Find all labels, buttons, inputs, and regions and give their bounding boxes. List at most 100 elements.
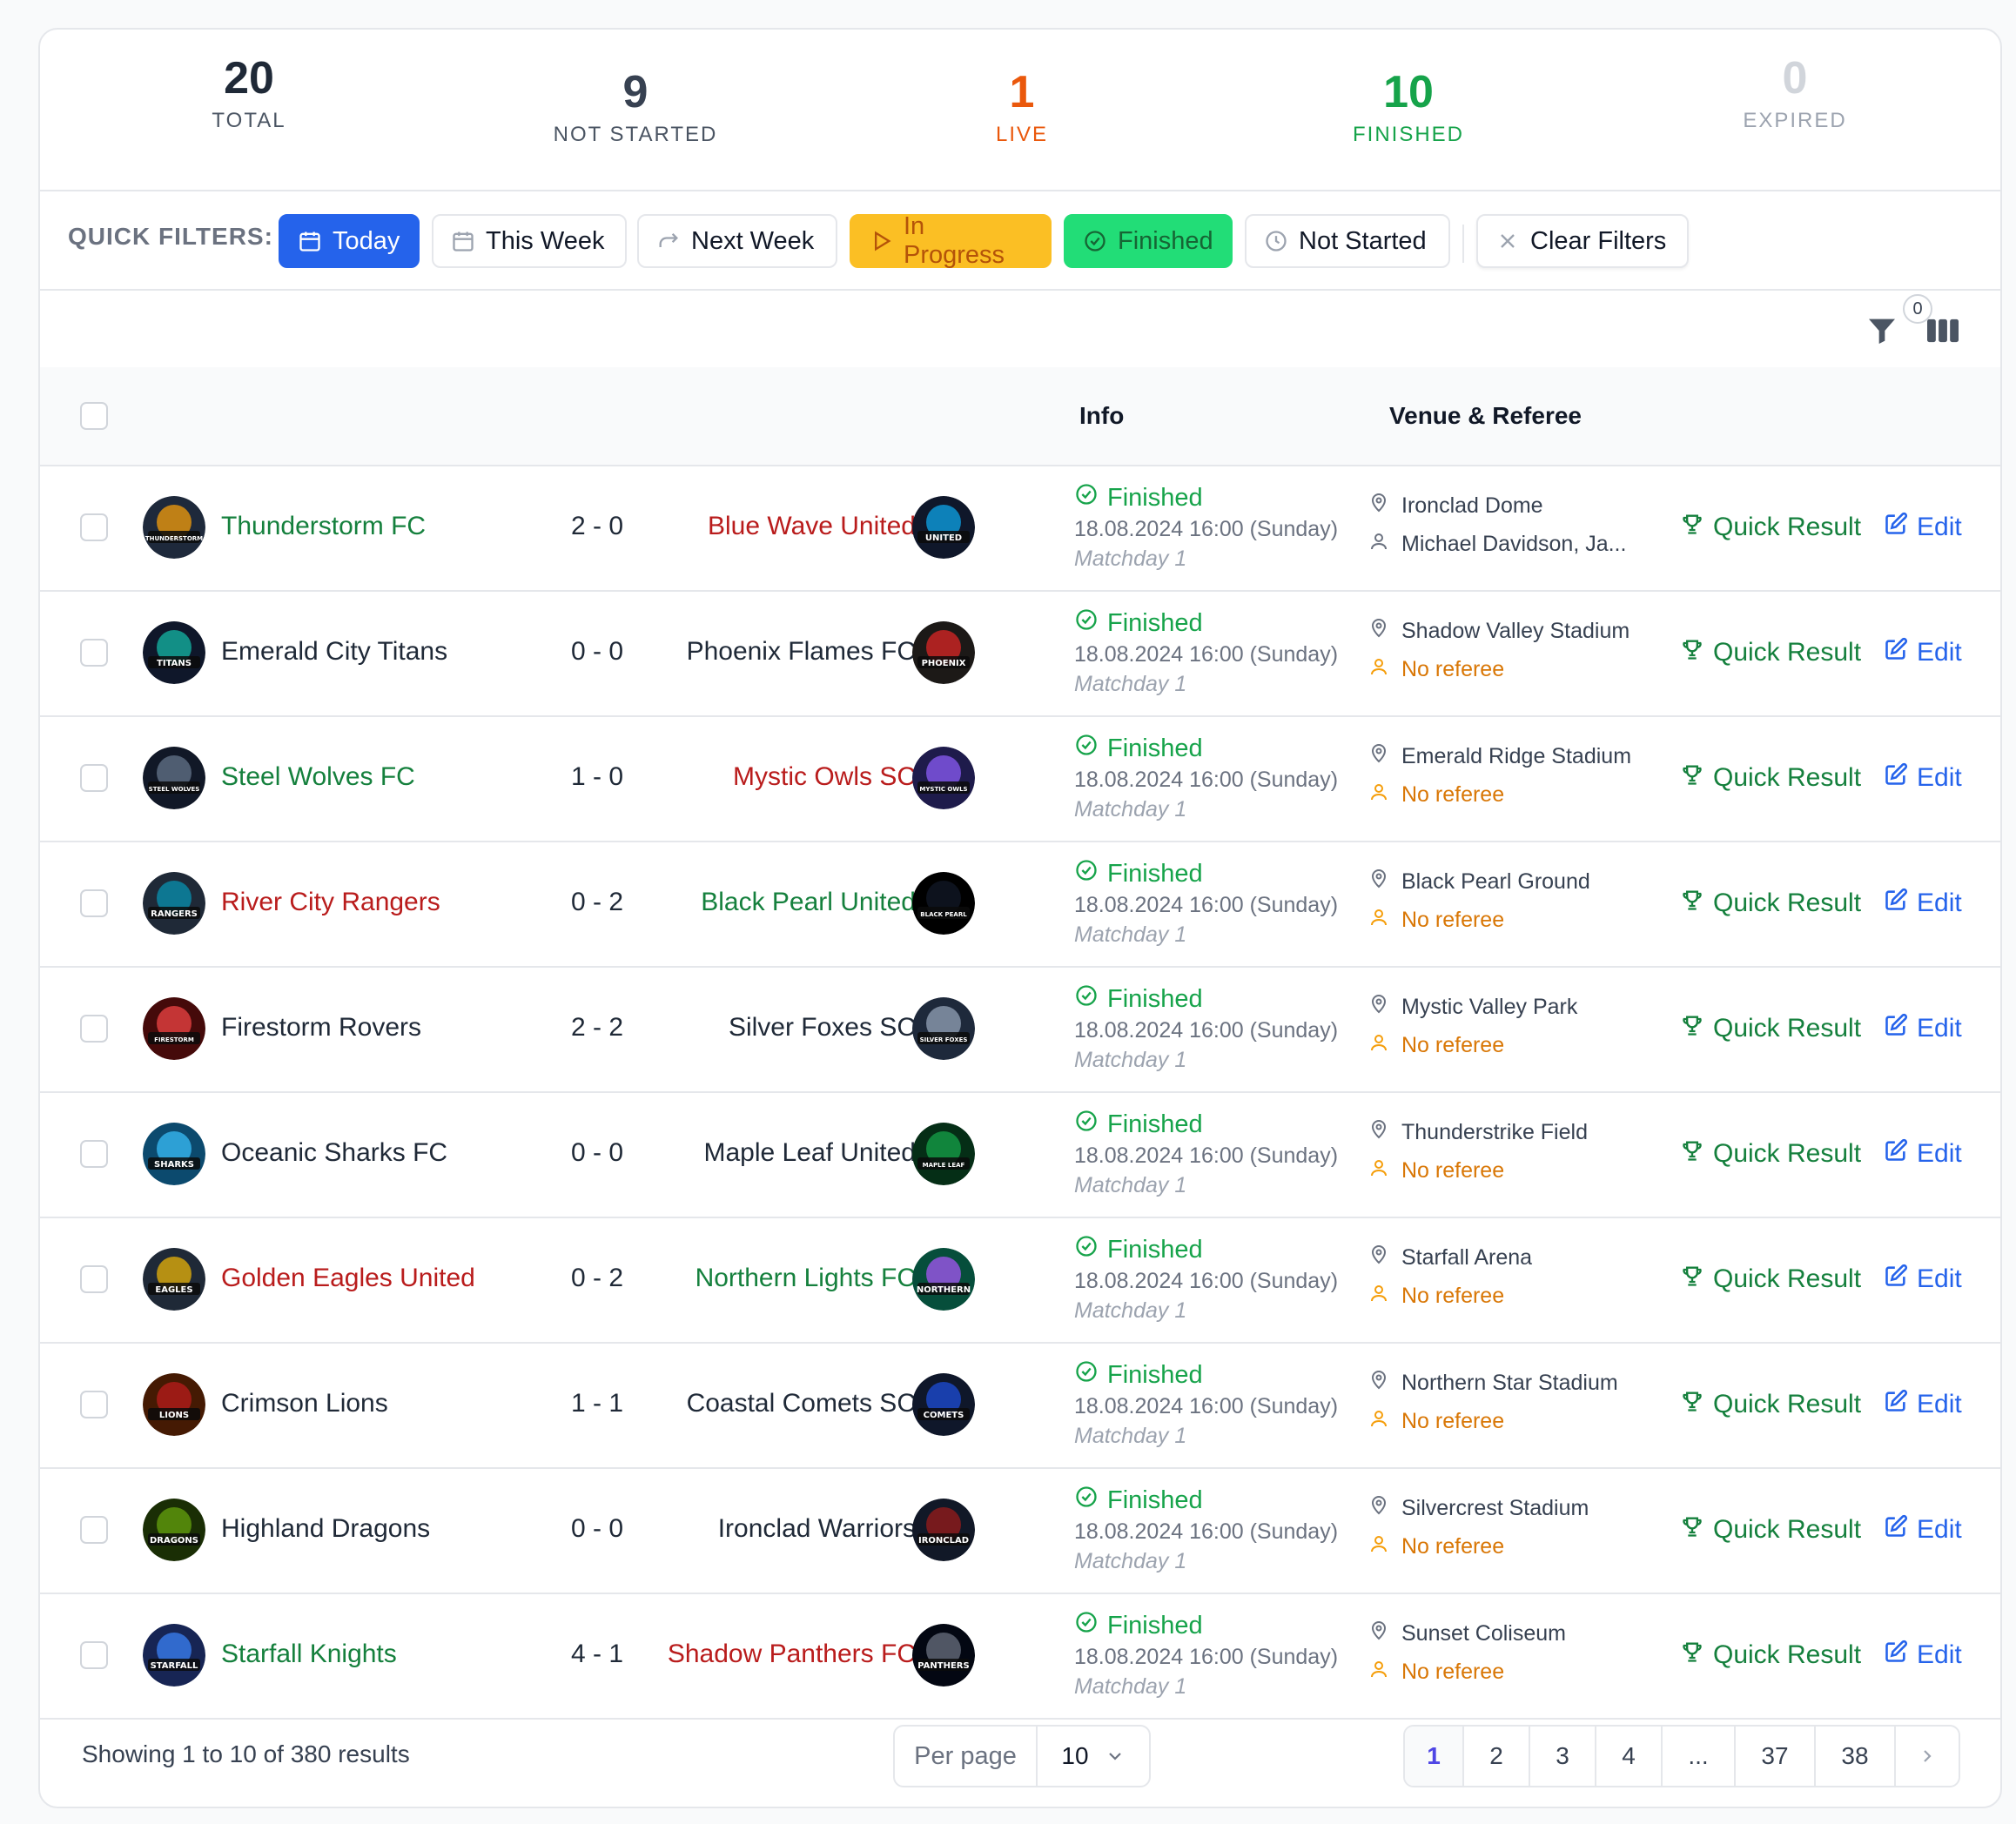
- quick-result-button[interactable]: Quick Result: [1680, 888, 1861, 919]
- row-checkbox[interactable]: [80, 639, 108, 667]
- edit-button[interactable]: Edit: [1884, 1389, 1962, 1420]
- filter-funnel-icon[interactable]: [1865, 313, 1899, 348]
- referee-name: No referee: [1401, 1534, 1505, 1559]
- table-toolbar: 0: [40, 289, 2000, 369]
- away-team-name[interactable]: Ironclad Warriors: [717, 1514, 916, 1543]
- quick-result-button[interactable]: Quick Result: [1680, 1389, 1861, 1420]
- filter-next-week-button[interactable]: Next Week: [637, 214, 837, 268]
- filter-not-started-button[interactable]: Not Started: [1245, 214, 1450, 268]
- edit-button[interactable]: Edit: [1884, 888, 1962, 919]
- user-icon: [1368, 656, 1389, 683]
- quick-result-button[interactable]: Quick Result: [1680, 637, 1861, 668]
- clear-filters-button[interactable]: Clear Filters: [1476, 214, 1689, 268]
- quick-result-button[interactable]: Quick Result: [1680, 1514, 1861, 1546]
- page-button[interactable]: 4: [1596, 1727, 1663, 1786]
- svg-text:TITANS: TITANS: [157, 659, 192, 668]
- page-button[interactable]: 2: [1464, 1727, 1530, 1786]
- away-team-name[interactable]: Phoenix Flames FC: [686, 637, 916, 666]
- edit-button[interactable]: Edit: [1884, 1514, 1962, 1546]
- quick-result-button[interactable]: Quick Result: [1680, 512, 1861, 543]
- quick-result-button[interactable]: Quick Result: [1680, 1264, 1861, 1295]
- match-datetime: 18.08.2024 16:00 (Sunday): [1074, 893, 1339, 917]
- filter-finished-button[interactable]: Finished: [1064, 214, 1233, 268]
- row-checkbox[interactable]: [80, 1391, 108, 1418]
- quick-result-button[interactable]: Quick Result: [1680, 1013, 1861, 1044]
- stat-total[interactable]: 20 TOTAL: [118, 52, 380, 134]
- page-button[interactable]: 38: [1816, 1727, 1896, 1786]
- row-checkbox[interactable]: [80, 764, 108, 792]
- edit-button[interactable]: Edit: [1884, 1013, 1962, 1044]
- per-page-select[interactable]: Per page 10: [893, 1725, 1151, 1787]
- away-team-name[interactable]: Northern Lights FC: [695, 1264, 916, 1292]
- filter-this-week-button[interactable]: This Week: [432, 214, 627, 268]
- away-team-name[interactable]: Mystic Owls SC: [733, 762, 916, 791]
- select-all-checkbox[interactable]: [80, 402, 108, 430]
- venue-name: Northern Star Stadium: [1401, 1371, 1618, 1395]
- quick-result-button[interactable]: Quick Result: [1680, 762, 1861, 794]
- row-checkbox[interactable]: [80, 1516, 108, 1544]
- check-circle-icon: [1074, 1359, 1099, 1391]
- away-team-logo: NORTHERN: [912, 1248, 975, 1311]
- row-checkbox[interactable]: [80, 1265, 108, 1293]
- home-team-name[interactable]: Steel Wolves FC: [221, 762, 415, 791]
- page-button[interactable]: 3: [1530, 1727, 1596, 1786]
- home-team-name[interactable]: Golden Eagles United: [221, 1264, 475, 1292]
- home-team-name[interactable]: River City Rangers: [221, 888, 440, 916]
- home-team-name[interactable]: Thunderstorm FC: [221, 512, 427, 540]
- away-team-name[interactable]: Blue Wave United: [707, 512, 916, 540]
- svg-text:DRAGONS: DRAGONS: [150, 1536, 198, 1546]
- check-circle-icon: [1074, 858, 1099, 889]
- edit-button[interactable]: Edit: [1884, 1640, 1962, 1671]
- filter-label: Not Started: [1299, 226, 1427, 255]
- columns-icon[interactable]: [1925, 315, 1960, 346]
- edit-icon: [1884, 512, 1908, 543]
- play-icon: [875, 231, 891, 251]
- next-page-button[interactable]: [1896, 1727, 1959, 1786]
- matchday: Matchday 1: [1074, 1048, 1187, 1072]
- stat-finished[interactable]: 10 FINISHED: [1278, 66, 1539, 148]
- away-team-name[interactable]: Coastal Comets SC: [686, 1389, 916, 1418]
- away-team-name[interactable]: Maple Leaf United: [703, 1138, 917, 1167]
- row-checkbox[interactable]: [80, 1015, 108, 1043]
- home-team-name[interactable]: Firestorm Rovers: [221, 1013, 422, 1042]
- page-button[interactable]: 1: [1405, 1727, 1464, 1786]
- home-team-name[interactable]: Oceanic Sharks FC: [221, 1138, 448, 1167]
- venue: Ironclad Dome: [1368, 493, 1543, 520]
- row-checkbox[interactable]: [80, 889, 108, 917]
- stat-value: 10: [1383, 67, 1434, 117]
- away-team-name[interactable]: Shadow Panthers FC: [667, 1640, 916, 1668]
- edit-button[interactable]: Edit: [1884, 1138, 1962, 1170]
- home-team-name[interactable]: Highland Dragons: [221, 1514, 431, 1543]
- stat-expired[interactable]: 0 EXPIRED: [1664, 52, 1925, 134]
- table-row: DRAGONS Highland Dragons 0 - 0 Ironclad War…: [40, 1469, 2000, 1594]
- edit-button[interactable]: Edit: [1884, 512, 1962, 543]
- table-row: SHARKS Oceanic Sharks FC 0 - 0 Maple Leaf U…: [40, 1093, 2000, 1218]
- row-checkbox[interactable]: [80, 1641, 108, 1669]
- status-text: Finished: [1107, 984, 1203, 1013]
- away-team-name[interactable]: Silver Foxes SC: [728, 1013, 916, 1042]
- quick-result-button[interactable]: Quick Result: [1680, 1138, 1861, 1170]
- match-score: 2 - 0: [570, 512, 624, 540]
- edit-button[interactable]: Edit: [1884, 1264, 1962, 1295]
- filter-in-progress-button[interactable]: In Progress: [850, 212, 1052, 269]
- quick-result-button[interactable]: Quick Result: [1680, 1640, 1861, 1671]
- away-team-logo: IRONCLAD: [912, 1499, 975, 1561]
- home-team-name[interactable]: Crimson Lions: [221, 1389, 388, 1418]
- filter-divider: [1462, 225, 1464, 263]
- filter-today-button[interactable]: Today: [279, 214, 420, 268]
- edit-button[interactable]: Edit: [1884, 637, 1962, 668]
- user-icon: [1368, 781, 1389, 808]
- home-team-name[interactable]: Starfall Knights: [221, 1640, 397, 1668]
- row-checkbox[interactable]: [80, 1140, 108, 1168]
- page-button[interactable]: 37: [1736, 1727, 1816, 1786]
- row-checkbox[interactable]: [80, 513, 108, 541]
- edit-button[interactable]: Edit: [1884, 762, 1962, 794]
- away-team-name[interactable]: Black Pearl United: [701, 888, 916, 916]
- stat-not-started[interactable]: 9 NOT STARTED: [505, 66, 766, 148]
- stat-live[interactable]: 1 LIVE: [891, 66, 1152, 148]
- referee: No referee: [1368, 1157, 1504, 1184]
- per-page-value-container[interactable]: 10: [1038, 1742, 1149, 1770]
- chevron-down-icon: [1108, 1753, 1121, 1760]
- home-team-name[interactable]: Emerald City Titans: [221, 637, 448, 666]
- edit-icon: [1884, 762, 1908, 794]
